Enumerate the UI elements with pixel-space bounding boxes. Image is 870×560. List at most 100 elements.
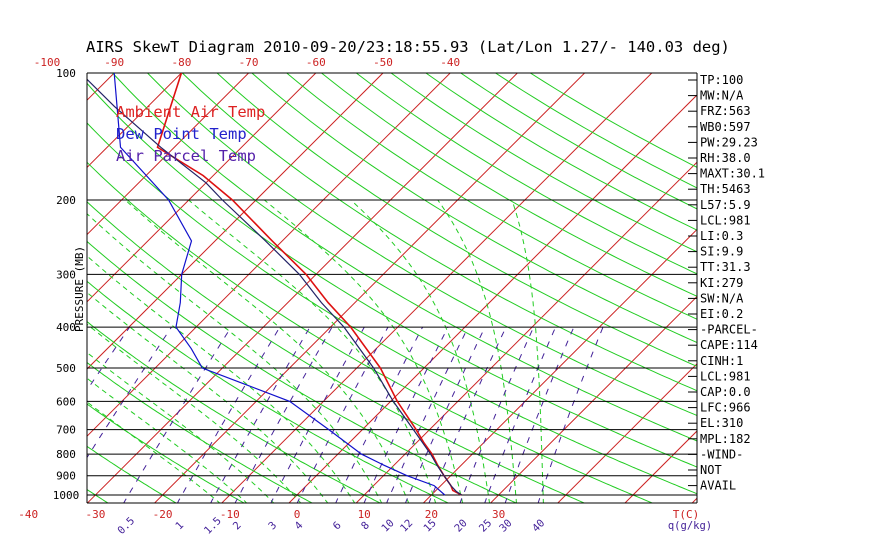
- moist-adiabat: [87, 377, 248, 503]
- pressure-tick-label: 1000: [53, 489, 80, 502]
- temp-tick-label: 10: [358, 508, 371, 521]
- moist-adiabat: [87, 291, 329, 503]
- mixing-ratio-line: [296, 326, 389, 503]
- moist-adiabat: [437, 199, 517, 503]
- mixing-ratio-line: [504, 326, 575, 503]
- dew-point-temp-line: [113, 73, 446, 496]
- moist-adiabat: [87, 351, 275, 503]
- dry-adiabat: [529, 73, 697, 168]
- pressure-tick-label: 100: [56, 67, 76, 80]
- dry-adiabat: [146, 73, 697, 417]
- mixing-ratio-line: [404, 326, 486, 503]
- index-value: MAXT:30.1: [700, 167, 765, 181]
- index-value: LCL:981: [700, 369, 751, 383]
- isotherm: [0, 64, 56, 504]
- dry-adiabat: [355, 73, 697, 275]
- isotherm: [87, 73, 451, 437]
- pressure-lines: [87, 72, 697, 496]
- dry-adiabat: [87, 280, 450, 503]
- mixing-ratio-line: [87, 326, 172, 459]
- index-value: EL:310: [700, 416, 743, 430]
- top-temp-tick-label: -40: [440, 56, 460, 69]
- legend-dew-point-temp: Dew Point Temp: [116, 125, 247, 143]
- dry-adiabat: [251, 73, 697, 344]
- isotherm: [288, 94, 697, 503]
- sounding-series: [87, 73, 462, 496]
- pressure-tick-label: 700: [56, 424, 76, 437]
- temp-tick-label: 20: [425, 508, 438, 521]
- pressure-tick-label: 400: [56, 321, 76, 334]
- mixing-ratio-line: [176, 326, 281, 503]
- mixing-ratio-tick-label: 3: [266, 519, 279, 532]
- pressure-tick-label: 900: [56, 470, 76, 483]
- index-value: L57:5.9: [700, 198, 751, 212]
- index-value: WB0:597: [700, 120, 751, 134]
- isotherm: [489, 295, 697, 503]
- plot-frame: [86, 73, 698, 504]
- legend-air-parcel-temp: Air Parcel Temp: [116, 147, 256, 165]
- index-value: MW:N/A: [700, 89, 744, 103]
- mixing-ratio-tick-label: 1: [173, 519, 186, 532]
- dry-adiabat: [425, 73, 697, 231]
- mixing-ratio-line: [87, 326, 131, 392]
- air-parcel-temp-line: [87, 78, 462, 496]
- dry-adiabat: [285, 73, 697, 320]
- mixing-ratio-line: [459, 326, 535, 503]
- index-value: NOT: [700, 463, 722, 477]
- top-temp-tick-label: -80: [171, 56, 191, 69]
- dry-adiabat: [87, 122, 697, 495]
- moist-adiabat: [87, 213, 383, 503]
- temp-tick-label: 30: [492, 508, 505, 521]
- mixing-ratio-line: [363, 326, 449, 503]
- dry-adiabat: [181, 73, 697, 392]
- dry-adiabat: [87, 321, 382, 503]
- dry-adiabat: [216, 73, 697, 367]
- mixing-ratio-line: [234, 326, 333, 503]
- index-value: SI:9.9: [700, 245, 743, 259]
- chart-title: AIRS SkewT Diagram 2010-09-20/23:18:55.9…: [86, 38, 730, 56]
- pressure-tick-label: 300: [56, 268, 76, 281]
- legend: Ambient Air Temp Dew Point Temp Air Parc…: [116, 103, 265, 165]
- mixing-ratio-unit-label: q(g/kg): [668, 520, 712, 532]
- moist-adiabat: [87, 323, 302, 503]
- dry-adiabat: [320, 73, 697, 297]
- pressure-tick-label: 600: [56, 395, 76, 408]
- isotherm: [87, 73, 250, 236]
- mixing-ratio-tick-label: 0.5: [115, 515, 137, 537]
- index-value: SW:N/A: [700, 291, 744, 305]
- temp-tick-label: -30: [85, 508, 105, 521]
- dry-adiabat: [111, 73, 697, 442]
- temp-tick-label: -10: [220, 508, 240, 521]
- mixing-ratio-line: [386, 326, 469, 503]
- moist-adiabat: [87, 401, 221, 503]
- top-temp-tick-label: -90: [104, 56, 124, 69]
- isotherm: [87, 73, 384, 370]
- top-temp-tick-label: -70: [239, 56, 259, 69]
- isotherm: [422, 228, 697, 503]
- isotherm: [557, 363, 697, 503]
- mixing-ratio-tick-label: 20: [452, 517, 469, 534]
- mixing-ratio-tick-label: 4: [292, 519, 305, 532]
- isotherm-grid: [0, 64, 697, 504]
- mixing-ratio-line: [537, 326, 604, 503]
- index-value: RH:38.0: [700, 151, 751, 165]
- mixing-ratio-tick-label: 40: [530, 517, 547, 534]
- dry-adiabat: [87, 445, 177, 503]
- index-value: CAPE:114: [700, 338, 758, 352]
- isotherm: [153, 73, 586, 503]
- mixing-ratio-grid: [87, 326, 604, 503]
- mixing-ratio-line: [210, 326, 311, 503]
- index-value: -PARCEL-: [700, 323, 758, 337]
- mixing-ratio-tick-label: 12: [398, 517, 415, 534]
- dry-adiabat: [390, 73, 697, 253]
- index-value: TP:100: [700, 73, 743, 87]
- temp-tick-label: -20: [153, 508, 173, 521]
- index-value: CINH:1: [700, 354, 743, 368]
- mixing-ratio-line: [428, 326, 507, 503]
- pressure-tick-label: 800: [56, 448, 76, 461]
- mixing-ratio-tick-label: 8: [359, 519, 372, 532]
- moist-adiabat-grid: [87, 199, 544, 503]
- index-value: CAP:0.0: [700, 385, 751, 399]
- dry-adiabat: [494, 73, 697, 189]
